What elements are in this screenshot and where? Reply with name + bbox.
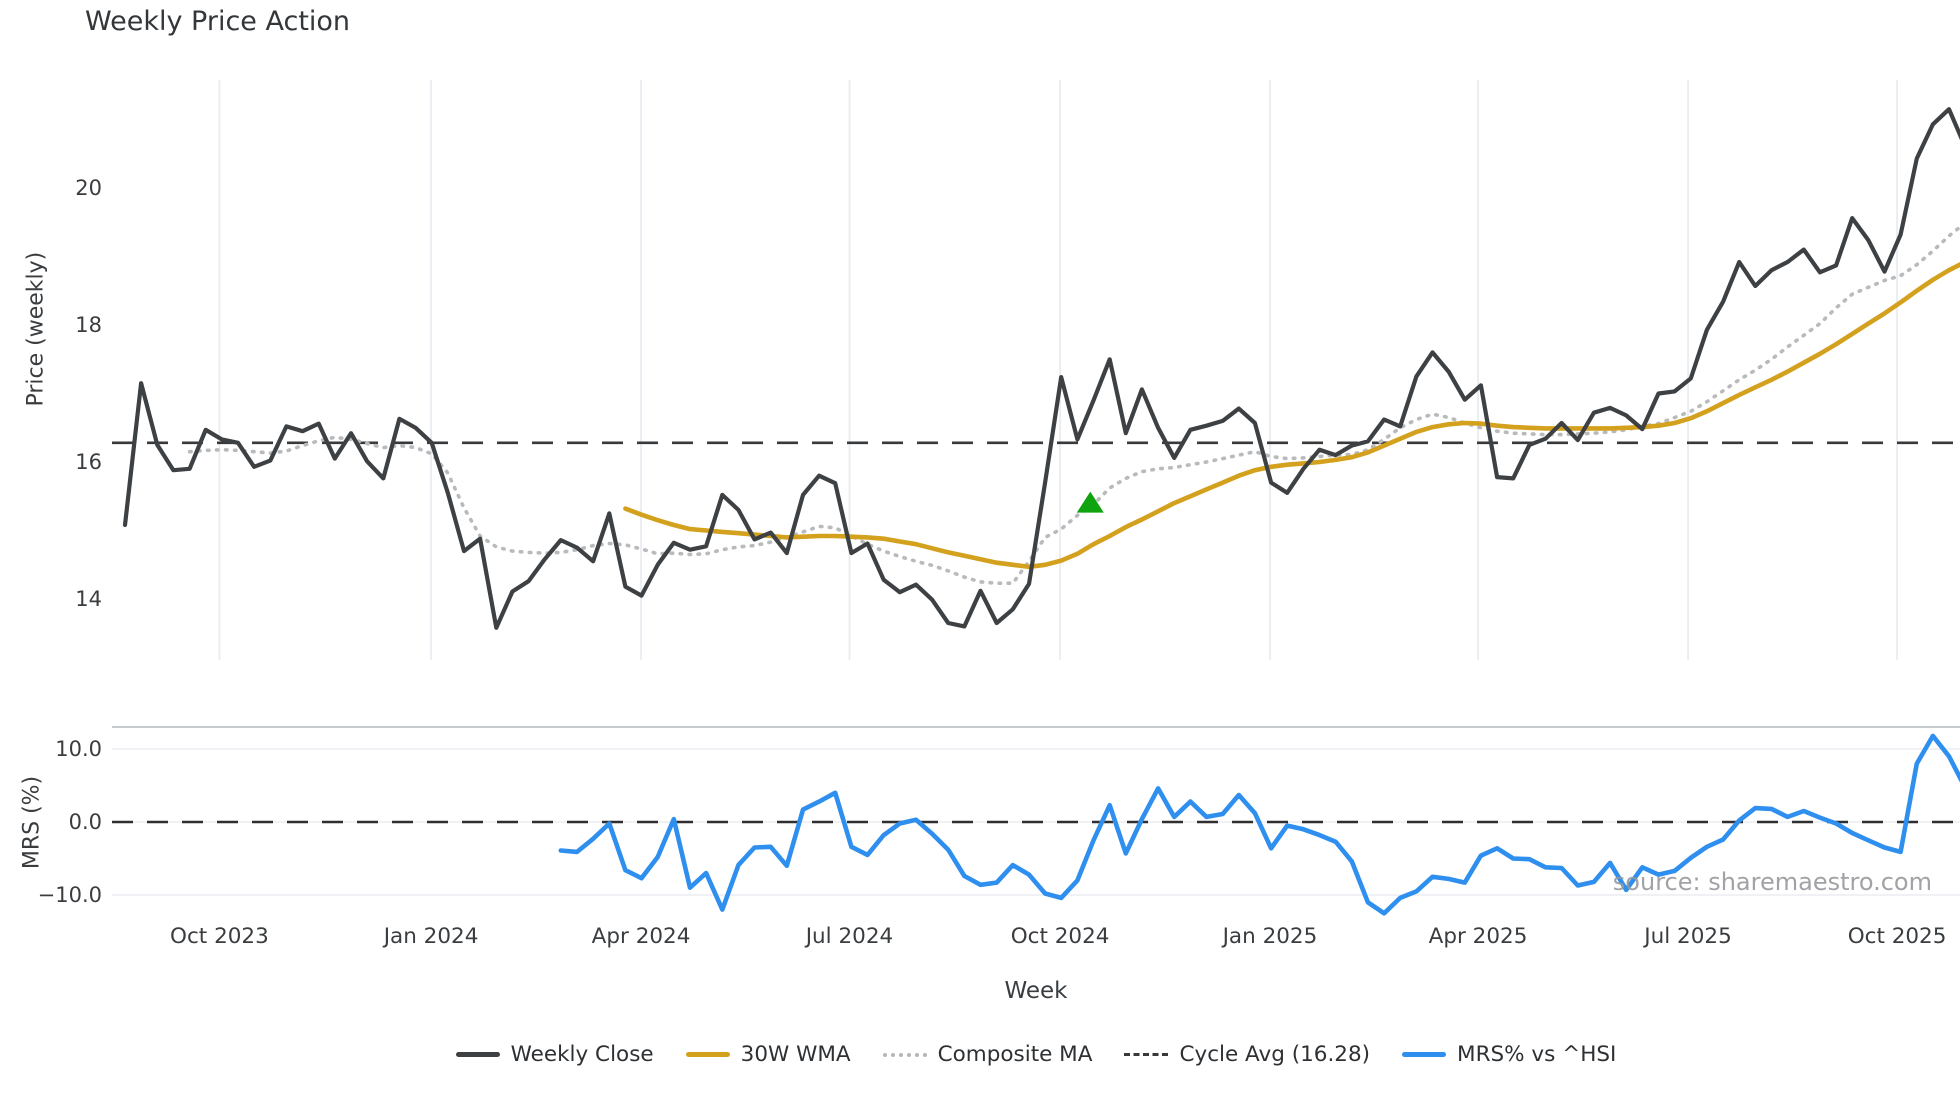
- price-ytick-label: 18: [75, 313, 102, 337]
- price-axis-title: Price (weekly): [23, 251, 49, 407]
- composite-ma-line: [187, 224, 1960, 586]
- legend-item-cycle-avg: Cycle Avg (16.28): [1124, 1042, 1370, 1067]
- legend-label: 30W WMA: [740, 1042, 851, 1067]
- legend-item-weekly-close: Weekly Close: [455, 1042, 654, 1067]
- price-ytick-label: 14: [75, 587, 102, 611]
- legend-label: Cycle Avg (16.28): [1179, 1042, 1371, 1067]
- mrs-ytick-label: −10.0: [37, 883, 102, 907]
- legend-label: MRS% vs ^HSI: [1457, 1042, 1617, 1067]
- legend: Weekly Close 30W WMA Composite MA Cycle …: [112, 1042, 1960, 1067]
- cycle-avg-dashed-line-icon: [1124, 1053, 1169, 1056]
- legend-item-30w-wma: 30W WMA: [685, 1042, 851, 1067]
- 30w-wma-line: [623, 262, 1960, 570]
- mrs-vs-hsi-line: [558, 733, 1960, 916]
- legend-label: Composite MA: [937, 1042, 1093, 1067]
- x-tick-label: Jan 2025: [1222, 924, 1318, 949]
- mrs-ytick-label: 10.0: [55, 737, 102, 761]
- x-tick-label: Apr 2025: [1428, 924, 1528, 949]
- x-tick-label: Jan 2024: [383, 924, 479, 949]
- mrs-line-icon: [1402, 1052, 1447, 1057]
- x-tick-label: Oct 2025: [1847, 924, 1947, 949]
- source-watermark: source: sharemaestro.com: [1612, 868, 1932, 896]
- mrs-ytick-label: 0.0: [68, 810, 102, 834]
- price-ytick-label: 20: [75, 176, 102, 200]
- x-tick-label: Oct 2024: [1010, 924, 1110, 949]
- x-axis-title: Week: [1004, 978, 1068, 1004]
- price-ytick-label: 16: [75, 450, 102, 474]
- legend-item-composite-ma: Composite MA: [882, 1042, 1093, 1067]
- chart-title: Weekly Price Action: [85, 6, 351, 37]
- wma-line-icon: [685, 1052, 730, 1057]
- legend-label: Weekly Close: [510, 1042, 654, 1067]
- composite-ma-dotted-line-icon: [882, 1052, 927, 1057]
- weekly-close-line-icon: [455, 1052, 500, 1057]
- weekly-close-line: [122, 107, 1960, 630]
- legend-item-mrs: MRS% vs ^HSI: [1402, 1042, 1616, 1067]
- buy-signal-triangle-marker: [1076, 491, 1104, 513]
- x-tick-label: Apr 2024: [591, 924, 691, 949]
- x-tick-label: Oct 2023: [170, 924, 269, 949]
- x-tick-label: Jul 2024: [805, 924, 894, 949]
- x-tick-label: Jul 2025: [1644, 924, 1732, 949]
